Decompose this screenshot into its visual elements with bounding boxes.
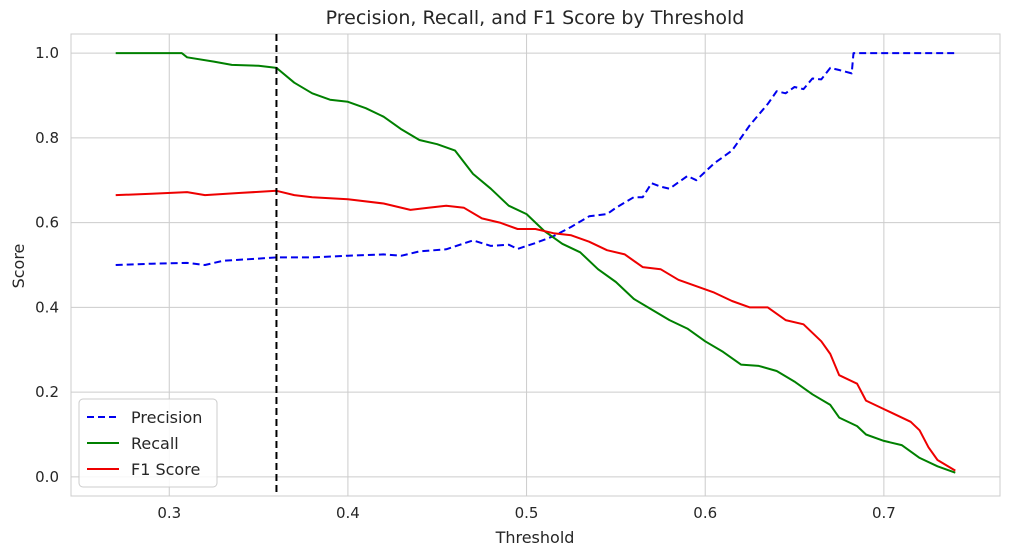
x-axis-ticks: 0.3 0.4 0.5 0.6 0.7 xyxy=(157,504,895,522)
y-axis-ticks: 0.0 0.2 0.4 0.6 0.8 1.0 xyxy=(35,44,59,486)
legend-box xyxy=(78,398,218,488)
y-axis-label: Score xyxy=(9,244,28,289)
x-tick-label: 0.4 xyxy=(336,504,360,522)
y-tick-label: 1.0 xyxy=(35,44,59,62)
x-tick-label: 0.7 xyxy=(872,504,896,522)
grid xyxy=(71,34,1000,496)
legend-label: F1 Score xyxy=(131,460,200,479)
series-line-f1-score xyxy=(115,189,956,472)
series-lines xyxy=(115,52,956,474)
x-tick-label: 0.6 xyxy=(693,504,717,522)
series-line-precision xyxy=(115,52,956,266)
x-tick-label: 0.5 xyxy=(515,504,539,522)
x-tick-label: 0.3 xyxy=(157,504,181,522)
y-tick-label: 0.8 xyxy=(35,129,59,147)
y-tick-label: 0.4 xyxy=(35,298,59,316)
plot-area xyxy=(70,33,1001,497)
legend: Precision Recall F1 Score xyxy=(78,398,218,488)
y-tick-label: 0.2 xyxy=(35,383,59,401)
y-tick-label: 0.0 xyxy=(35,468,59,486)
chart-title: Precision, Recall, and F1 Score by Thres… xyxy=(326,7,745,29)
plot-background xyxy=(70,33,1001,497)
legend-label: Precision xyxy=(131,408,202,427)
legend-label: Recall xyxy=(131,434,179,453)
y-tick-label: 0.6 xyxy=(35,214,59,232)
series-line-recall xyxy=(115,52,956,474)
x-axis-label: Threshold xyxy=(495,528,575,547)
